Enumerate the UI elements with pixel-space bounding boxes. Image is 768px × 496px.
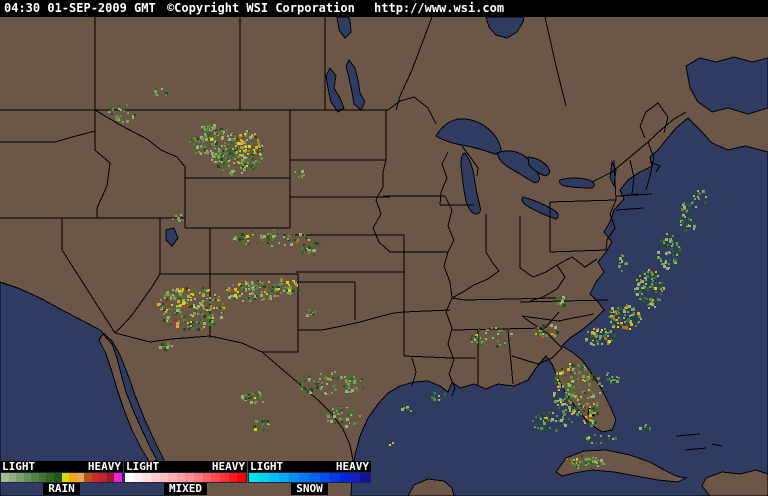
colorbar-segment	[53, 473, 62, 482]
colorbar-segment	[84, 473, 92, 482]
georgian-bay	[527, 156, 550, 177]
colorbar-segment	[211, 473, 221, 482]
colorbar-segment	[46, 473, 54, 482]
legend-label-row: RAIN	[0, 483, 123, 496]
colorbar-segment	[1, 473, 9, 482]
radar-echoes	[108, 88, 707, 470]
colorbar-segment	[289, 473, 300, 482]
colorbar-segment	[8, 473, 17, 482]
legend-panel-mixed: LIGHT HEAVY MIXED	[124, 461, 247, 496]
colorbar-segment	[279, 473, 290, 482]
legend-scale-header: LIGHT HEAVY	[0, 461, 123, 472]
colorbar-segment	[69, 473, 77, 482]
colorbar-segment	[91, 473, 100, 482]
great-salt-lake	[165, 227, 179, 247]
legend-panel-snow: LIGHT HEAVY SNOW	[248, 461, 371, 496]
colorbar-segment	[194, 473, 203, 482]
legend-label-row: SNOW	[248, 483, 371, 496]
atlantic-gulf	[350, 117, 768, 496]
james-bay	[485, 16, 525, 39]
legend-panel-rain: LIGHT HEAVY RAIN	[0, 461, 123, 496]
colorbar-segment	[106, 473, 115, 482]
colorbar-segment	[159, 473, 169, 482]
gulf-st-lawrence	[685, 56, 768, 115]
water-bodies	[0, 16, 768, 496]
legend-colorbar-snow	[248, 472, 371, 483]
colorbar-segment	[76, 473, 85, 482]
colorbar-segment	[259, 473, 270, 482]
legend-type-label: MIXED	[163, 483, 208, 495]
state-borders	[0, 16, 723, 471]
legend-colorbar-rain	[0, 472, 123, 483]
legend-type-label: SNOW	[291, 483, 328, 495]
colorbar-segment	[220, 473, 229, 482]
light-label: LIGHT	[126, 460, 160, 473]
light-label: LIGHT	[2, 460, 36, 473]
colorbar-segment	[228, 473, 238, 482]
yucatan	[407, 478, 455, 496]
lake-huron	[496, 150, 540, 183]
colorbar-segment	[237, 473, 246, 482]
legend-scale-header: LIGHT HEAVY	[124, 461, 247, 472]
lake-michigan	[460, 152, 481, 215]
url-text: http://www.wsi.com	[374, 1, 505, 15]
heavy-label: HEAVY	[335, 460, 369, 473]
colorbar-segment	[61, 473, 70, 482]
colorbar-segment	[309, 473, 320, 482]
lake-top-edge	[336, 16, 352, 39]
colorbar-segment	[142, 473, 151, 482]
colorbar-segment	[31, 473, 39, 482]
light-label: LIGHT	[250, 460, 284, 473]
lake-ontario	[559, 177, 595, 189]
timestamp-text: 04:30 01-SEP-2009 GMT	[4, 1, 156, 15]
colorbar-segment	[125, 473, 134, 482]
colorbar-segment	[329, 473, 340, 482]
lake-erie	[521, 196, 559, 220]
colorbar-segment	[249, 473, 260, 482]
colorbar-segment	[299, 473, 310, 482]
heavy-label: HEAVY	[87, 460, 121, 473]
legend-type-label: RAIN	[43, 483, 80, 495]
colorbar-segment	[349, 473, 360, 482]
title-bar: 04:30 01-SEP-2009 GMT ©Copyright WSI Cor…	[0, 0, 768, 17]
colorbar-segment	[38, 473, 47, 482]
legend-scale-header: LIGHT HEAVY	[248, 461, 371, 472]
colorbar-segment	[319, 473, 330, 482]
colorbar-segment	[185, 473, 195, 482]
heavy-label: HEAVY	[211, 460, 245, 473]
colorbar-segment	[168, 473, 177, 482]
colorbar-segment	[339, 473, 350, 482]
legend-label-row: MIXED	[124, 483, 247, 496]
colorbar-segment	[23, 473, 32, 482]
hispaniola	[701, 469, 768, 496]
colorbar-segment	[150, 473, 160, 482]
colorbar-segment	[359, 473, 370, 482]
colorbar-segment	[133, 473, 143, 482]
colorbar-segment	[114, 473, 122, 482]
legend-colorbar-mixed	[124, 472, 247, 483]
copyright-text: ©Copyright WSI Corporation	[166, 1, 355, 15]
colorbar-segment	[202, 473, 212, 482]
colorbar-segment	[176, 473, 186, 482]
colorbar-segment	[269, 473, 280, 482]
colorbar-segment	[16, 473, 24, 482]
colorbar-segment	[99, 473, 107, 482]
lake-superior	[435, 118, 502, 155]
